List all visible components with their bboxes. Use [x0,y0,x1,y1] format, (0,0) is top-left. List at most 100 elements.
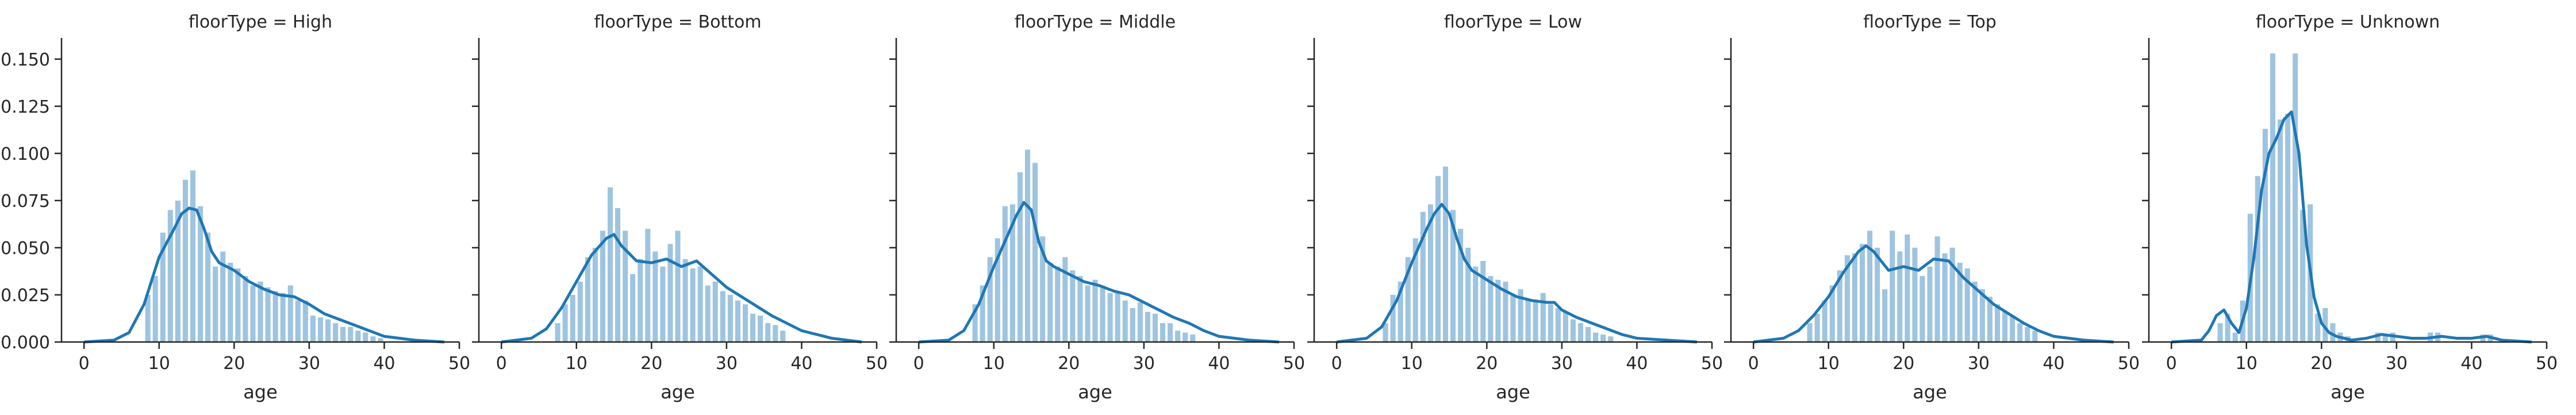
x-tick-label: 50 [1701,353,1723,374]
histogram-bar [1859,244,1865,343]
x-tick-label: 20 [1476,353,1498,374]
histogram-bar [295,300,301,342]
x-axis-label: age [1496,381,1530,403]
histogram-bar [1949,247,1955,342]
histogram-bar [220,251,226,342]
histogram-bar [2270,53,2275,342]
histogram-bar [1040,236,1046,342]
histogram-bar [2232,332,2238,342]
histogram-bar [2017,323,2023,342]
x-tick-label: 30 [298,353,320,374]
facet-title: floorType = Bottom [594,12,761,32]
histogram-bar [987,257,993,342]
histogram-bar [1130,308,1135,342]
histogram-bar [660,266,666,342]
histogram-bar [1152,313,1158,342]
histogram-bar [1145,312,1150,342]
histogram-bar [1107,293,1113,342]
histogram-bar [758,316,763,342]
histogram-bar [2293,53,2298,342]
histogram-bar [1837,270,1842,342]
histogram-bar [228,263,233,342]
histogram-bar [1435,176,1441,342]
histogram-bar [600,230,605,342]
y-tick-label: 0.075 [1,191,50,212]
histogram-bar [167,210,173,342]
histogram-bar [317,317,323,342]
histogram-bar [198,206,204,342]
histogram-bar [1062,257,1068,342]
histogram-bar [765,323,771,342]
histogram-bar [1420,212,1426,342]
histogram-bar [607,187,613,342]
histogram-bar [585,257,590,342]
histogram-bar [1047,263,1053,342]
histogram-bar [1987,297,1993,342]
histogram-bar [1480,260,1486,342]
histogram-bar [1458,229,1464,343]
histogram-bar [1055,266,1061,342]
x-tick-label: 10 [566,353,588,374]
histogram-bar [2375,332,2381,342]
histogram-bar [152,276,158,342]
histogram-bar [2217,323,2223,342]
histogram-bar [623,230,628,342]
x-tick-label: 50 [1283,353,1305,374]
facet-panel: floorType = High 0 10 20 30 40 50 age 0.000 0.025… [1,12,470,403]
histogram-bar [1919,276,1925,342]
histogram-bar [1934,236,1940,342]
histogram-bar [773,325,778,342]
histogram-bar [258,282,263,342]
y-tick-label: 0.000 [1,333,50,353]
histogram-bar [310,316,316,342]
histogram-bar [2255,176,2260,342]
histogram-bar [1927,266,1933,342]
histogram-bar [1905,234,1910,342]
histogram-bar [363,332,368,342]
histogram-bar [1383,323,1388,342]
x-tick-label: 40 [1626,353,1648,374]
histogram-bar [1555,308,1561,342]
histogram-bar [265,287,271,342]
histogram-bar [2300,210,2306,342]
histogram-bar [2322,308,2328,342]
x-tick-label: 10 [148,353,170,374]
facet-title: floorType = Unknown [2256,12,2440,32]
x-tick-label: 20 [1892,353,1914,374]
histogram-bar [705,285,711,342]
histogram-bar [1122,300,1128,342]
kde-line [84,206,445,344]
histogram-bar [1570,319,1576,343]
histogram-bar [727,294,733,342]
histogram-bar [1160,323,1166,342]
y-tick-label: 0.125 [1,97,50,117]
histogram-bar [667,244,673,343]
histogram-bar [995,238,1000,342]
histogram-bar [287,285,293,342]
histogram-bar [1964,268,1970,342]
histogram-bar [972,304,978,343]
kde-line [2171,110,2532,344]
facet-panel: floorType = Middle 0 10 20 30 40 50 age [889,12,1305,403]
histogram-bar [235,268,241,342]
histogram-bar [652,251,658,342]
histogram-bar [1822,300,1828,342]
histogram-bar [1450,210,1456,342]
kde-line [1753,244,2114,344]
kde-line [501,233,862,344]
histogram-bar [370,336,376,342]
histogram-bar [1175,331,1181,342]
histogram-bar [1032,163,1038,342]
histogram-bar [2285,113,2291,342]
x-tick-label: 40 [373,353,395,374]
histogram-bar [325,319,331,343]
histogram-bar [1600,334,1606,343]
histogram-bar [697,266,703,342]
histogram-bar [1503,282,1508,342]
x-tick-label: 30 [716,353,738,374]
histogram-bar [2032,331,2038,342]
y-tick-label: 0.150 [1,50,50,70]
facet-title: floorType = Low [1444,12,1582,32]
histogram-bar [280,293,286,342]
histogram-bar [615,208,621,342]
